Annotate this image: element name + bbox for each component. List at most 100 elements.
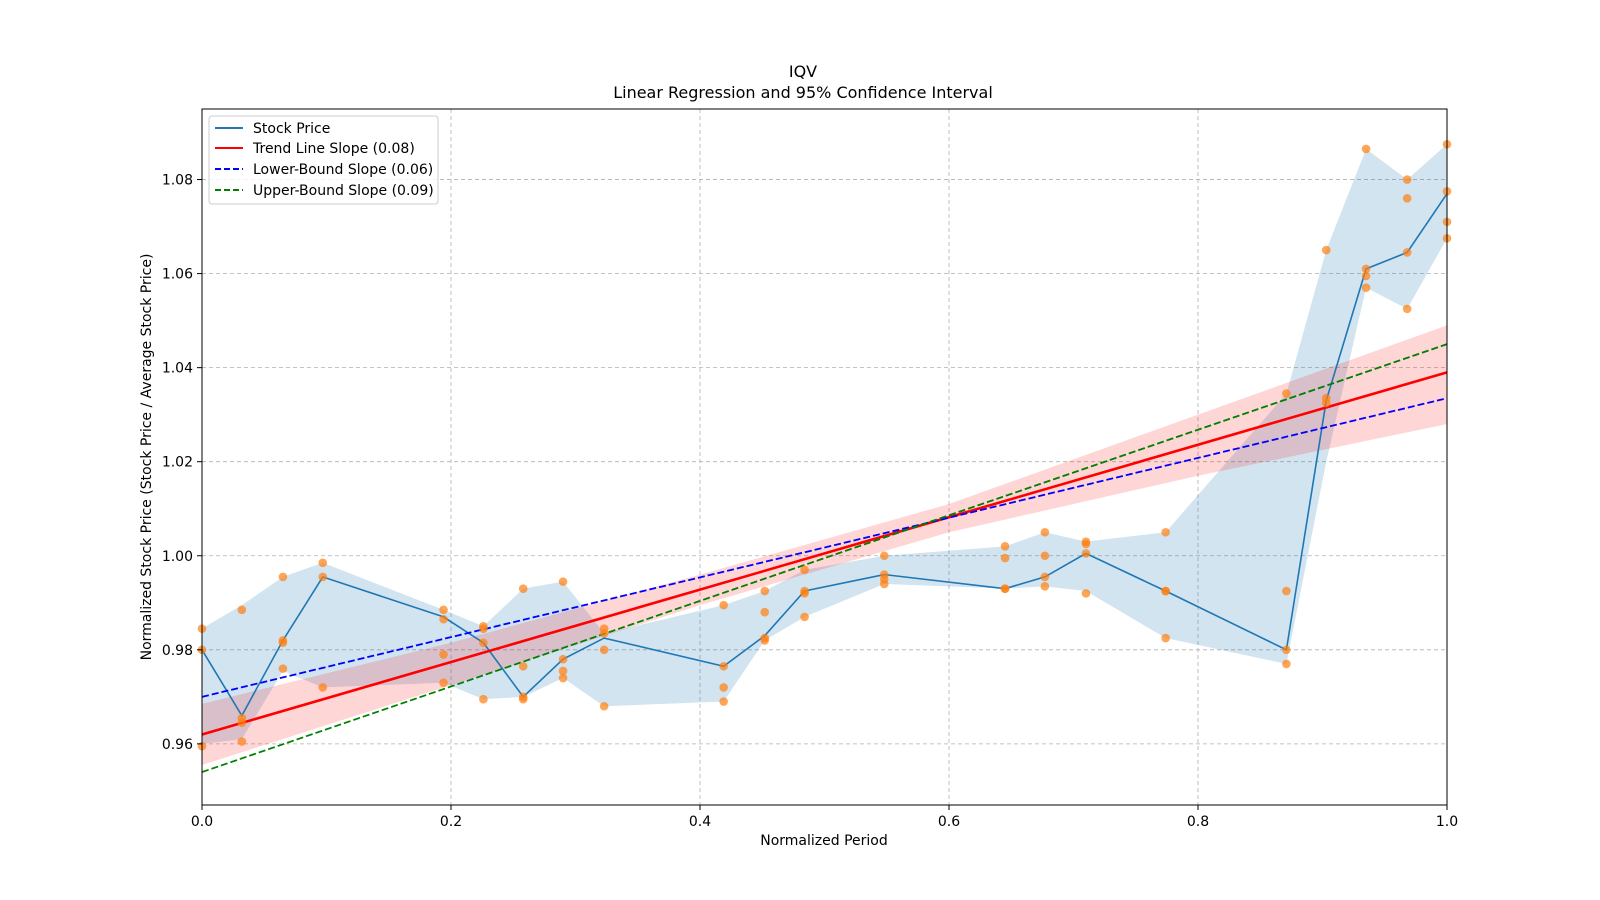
scatter-point: [1161, 633, 1170, 643]
scatter-point: [719, 683, 728, 692]
scatter-point: [278, 572, 288, 582]
scatter-point: [800, 612, 809, 622]
scatter-point: [1361, 283, 1371, 293]
scatter-point: [800, 565, 809, 575]
x-tick-label-4: 0.8: [1187, 814, 1209, 830]
stock-price-band-area: [202, 144, 1447, 744]
scatter-point: [719, 600, 728, 610]
y-tick-label-0: 0.96: [162, 737, 193, 753]
scatter-point: [1081, 549, 1091, 558]
y-axis-ticks: 0.96 0.98 1.00 1.02 1.04 1.06 1.08: [162, 173, 202, 753]
scatter-point: [1161, 586, 1170, 596]
x-axis-ticks: 0.0 0.2 0.4 0.6 0.8 1.0: [191, 805, 1458, 830]
scatter-point: [518, 694, 528, 704]
scatter-point: [237, 737, 247, 746]
trend-confidence-band: [202, 325, 1447, 766]
scatter-point: [1321, 245, 1331, 255]
legend-label-upper-bound: Upper-Bound Slope (0.09): [253, 183, 434, 199]
scatter-point: [1402, 248, 1412, 257]
scatter-point: [558, 666, 568, 676]
scatter-point: [1040, 527, 1050, 537]
scatter-point: [599, 701, 609, 711]
scatter-point: [1402, 194, 1412, 203]
scatter-point: [1081, 589, 1091, 598]
x-axis-label: Normalized Period: [760, 833, 888, 849]
scatter-point: [1361, 271, 1371, 281]
scatter-point: [237, 718, 247, 728]
trend-line-series: [201, 371, 1448, 736]
scatter-point: [558, 673, 568, 683]
scatter-point: [1081, 539, 1091, 549]
y-tick-label-2: 1.00: [162, 549, 193, 565]
chart-title: IQV: [789, 62, 817, 81]
scatter-point: [1161, 527, 1170, 537]
scatter-point: [760, 636, 770, 645]
y-tick-label-1: 0.98: [162, 643, 193, 659]
stock-price-band: [202, 144, 1447, 744]
lower-bound-line: [201, 397, 1448, 698]
scatter-point: [318, 572, 328, 582]
scatter-point: [1040, 572, 1050, 582]
scatter-point: [1282, 389, 1291, 398]
scatter-point: [1282, 645, 1291, 655]
plot-frame: [201, 108, 1448, 806]
scatter-point: [439, 678, 448, 688]
scatter-point: [599, 645, 609, 655]
scatter-point: [879, 579, 889, 589]
scatter-point: [1040, 551, 1050, 561]
scatter-point: [1361, 264, 1371, 274]
scatter-point: [1000, 553, 1010, 563]
scatter-point: [479, 624, 488, 633]
scatter-point: [439, 605, 448, 615]
legend-box: [208, 115, 439, 205]
legend-label-lower-bound: Lower-Bound Slope (0.06): [253, 162, 433, 178]
x-tick-label-0: 0.0: [191, 814, 213, 830]
scatter-point: [1402, 304, 1412, 314]
legend: Stock Price Trend Line Slope (0.08) Lowe…: [208, 115, 439, 205]
scatter-point: [479, 638, 488, 648]
scatter-point: [518, 584, 528, 593]
x-tick-label-2: 0.4: [689, 814, 711, 830]
scatter-point: [1000, 542, 1010, 551]
scatter-point: [439, 650, 448, 659]
scatter-point: [278, 638, 288, 648]
scatter-point: [237, 605, 247, 615]
lower-bound-series: [201, 397, 1448, 698]
scatter-point: [719, 697, 728, 706]
scatter-point: [599, 629, 609, 638]
scatter-point: [1402, 175, 1412, 184]
scatter-point: [879, 551, 889, 561]
y-tick-label-6: 1.08: [162, 173, 193, 189]
chart-subtitle: Linear Regression and 95% Confidence Int…: [613, 83, 993, 102]
scatter-point: [1361, 144, 1371, 154]
scatter-point: [558, 577, 568, 586]
scatter-point: [1282, 659, 1291, 669]
legend-label-stock-price: Stock Price: [253, 121, 330, 137]
stock-price-series: [201, 193, 1448, 718]
y-tick-label-4: 1.04: [162, 361, 193, 377]
scatter-point: [479, 694, 488, 704]
scatter-point: [318, 558, 328, 568]
scatter-point: [760, 586, 770, 596]
y-axis-label: Normalized Stock Price (Stock Price / Av…: [139, 254, 155, 661]
scatter-point: [1040, 582, 1050, 591]
scatter-point: [558, 654, 568, 664]
scatter-point: [1282, 586, 1291, 596]
legend-label-trend-line: Trend Line Slope (0.08): [252, 141, 415, 157]
scatter-point: [760, 607, 770, 617]
y-tick-label-5: 1.06: [162, 267, 193, 283]
scatter-point: [719, 661, 728, 671]
trend-line: [201, 371, 1448, 736]
stock-price-line: [201, 193, 1448, 718]
scatter-point: [1321, 398, 1331, 408]
trend-band-area: [202, 325, 1447, 766]
scatter-point: [278, 664, 288, 673]
scatter-point: [800, 589, 809, 598]
y-tick-label-3: 1.02: [162, 455, 193, 471]
x-tick-label-5: 1.0: [1436, 814, 1458, 830]
scatter-point: [1000, 584, 1010, 593]
scatter-point: [439, 614, 448, 624]
scatter-point: [518, 661, 528, 671]
x-tick-label-1: 0.2: [440, 814, 462, 830]
